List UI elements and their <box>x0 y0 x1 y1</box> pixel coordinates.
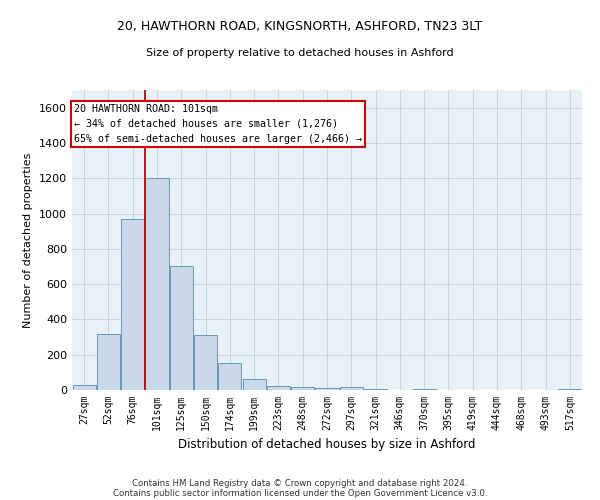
X-axis label: Distribution of detached houses by size in Ashford: Distribution of detached houses by size … <box>178 438 476 452</box>
Text: 20 HAWTHORN ROAD: 101sqm
← 34% of detached houses are smaller (1,276)
65% of sem: 20 HAWTHORN ROAD: 101sqm ← 34% of detach… <box>74 104 362 144</box>
Bar <box>194 336 217 390</box>
Bar <box>291 388 314 390</box>
Text: Contains public sector information licensed under the Open Government Licence v3: Contains public sector information licen… <box>113 488 487 498</box>
Bar <box>121 219 144 390</box>
Bar <box>242 378 266 390</box>
Y-axis label: Number of detached properties: Number of detached properties <box>23 152 34 328</box>
Bar <box>340 388 363 390</box>
Bar <box>364 389 387 390</box>
Bar <box>267 386 290 390</box>
Bar <box>218 362 241 390</box>
Bar <box>97 334 120 390</box>
Bar <box>559 389 581 390</box>
Bar <box>170 266 193 390</box>
Bar <box>145 178 169 390</box>
Text: Contains HM Land Registry data © Crown copyright and database right 2024.: Contains HM Land Registry data © Crown c… <box>132 478 468 488</box>
Bar <box>73 384 95 390</box>
Text: Size of property relative to detached houses in Ashford: Size of property relative to detached ho… <box>146 48 454 58</box>
Bar <box>316 388 338 390</box>
Bar <box>413 389 436 390</box>
Text: 20, HAWTHORN ROAD, KINGSNORTH, ASHFORD, TN23 3LT: 20, HAWTHORN ROAD, KINGSNORTH, ASHFORD, … <box>118 20 482 33</box>
